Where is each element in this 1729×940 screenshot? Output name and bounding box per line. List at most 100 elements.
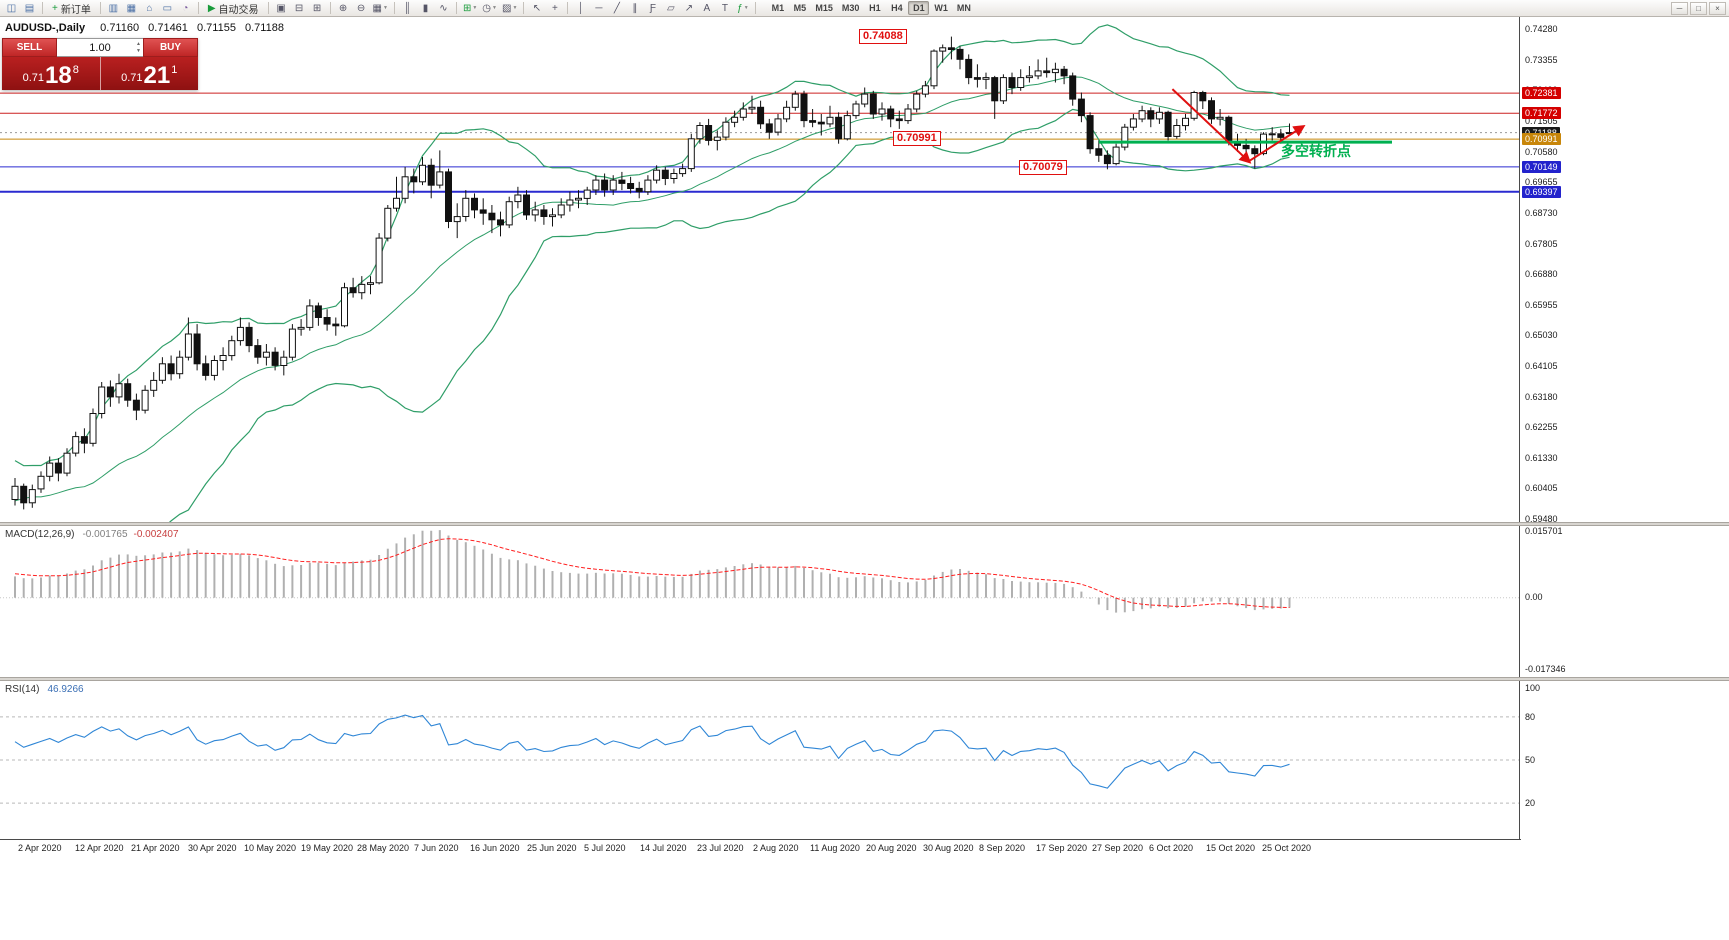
candle <box>774 114 782 136</box>
fibonacci-retracement-icon[interactable]: Ƒ <box>644 1 661 16</box>
volume-down-icon[interactable]: ▼ <box>136 48 141 54</box>
data-window-icon[interactable]: ▦ <box>123 1 140 16</box>
period-icon[interactable]: ◷ ▼ <box>480 1 499 16</box>
chart-minimize-button[interactable]: ─ <box>1671 1 1688 15</box>
timeframe-d1-button[interactable]: D1 <box>908 1 930 15</box>
panel-splitter[interactable] <box>0 677 1729 681</box>
candle <box>158 357 166 384</box>
chart-close-button[interactable]: × <box>1709 1 1726 15</box>
candle <box>219 347 227 371</box>
toolbar-separator <box>42 2 43 14</box>
autotrading-button[interactable]: ▶ 自动交易 <box>203 1 264 16</box>
candle <box>1190 90 1198 121</box>
tile-horizontally-icon[interactable]: ⊟ <box>291 1 308 16</box>
trendline-icon[interactable]: ╱ <box>608 1 625 16</box>
time-axis[interactable]: 2 Apr 2020 12 Apr 2020 21 Apr 2020 30 Apr 2… <box>0 839 1521 855</box>
crosshair-icon[interactable]: + <box>546 1 563 16</box>
price-axis[interactable]: 0.742800.733550.724300.715050.705800.696… <box>1521 17 1601 524</box>
main-chart-svg[interactable] <box>0 17 1520 522</box>
timeframe-m15-button[interactable]: M15 <box>815 3 833 13</box>
timeframe-h1-button[interactable]: H1 <box>869 3 881 13</box>
templates-icon[interactable]: ▨ ▼ <box>500 1 519 16</box>
candle <box>262 344 270 366</box>
timeframe-m1-button[interactable]: M1 <box>771 3 785 13</box>
turning-point-note[interactable]: 多空转折点 <box>1281 143 1351 159</box>
candle <box>367 276 374 295</box>
charts-toolbar-icon[interactable]: ◫ <box>3 1 20 16</box>
panel-splitter[interactable] <box>0 522 1729 526</box>
candle <box>1077 92 1085 123</box>
zoom-out-icon-glyph-icon: ⊖ <box>356 2 366 14</box>
buy-price-button[interactable]: 0.71 21 1 <box>100 57 198 90</box>
trend-arrow[interactable] <box>1171 88 1252 164</box>
text-label-icon[interactable]: T <box>716 1 733 16</box>
zoom-in-icon[interactable]: ⊕ <box>335 1 352 16</box>
arrows-icon[interactable]: ↗ <box>680 1 697 16</box>
navigator-icon[interactable]: ⌂ <box>141 1 158 16</box>
candlestick-chart-icon[interactable]: ▮ <box>417 1 434 16</box>
macd-label: MACD(12,26,9) <box>5 529 75 540</box>
candle <box>878 102 886 121</box>
timeframe-m30-button[interactable]: M30 <box>841 3 860 13</box>
candle <box>193 324 201 371</box>
cascade-windows-icon[interactable]: ▣ <box>273 1 290 16</box>
timeframe-w1-button[interactable]: W1 <box>934 3 948 13</box>
candle <box>1051 62 1059 83</box>
price-annotation-label[interactable]: 0.70079 <box>1019 160 1067 175</box>
sell-price-button[interactable]: 0.71 18 8 <box>2 57 101 90</box>
candle <box>462 190 470 222</box>
cursor-icon[interactable]: ↖ <box>528 1 545 16</box>
candlestick-chart-icon-glyph-icon: ▮ <box>422 2 429 14</box>
chart-grid-icon-glyph-icon: ▦ <box>372 2 382 14</box>
vertical-line-icon[interactable]: │ <box>572 1 589 16</box>
candle <box>89 408 97 447</box>
candle <box>618 171 626 191</box>
price-annotation-label[interactable]: 0.70991 <box>893 131 941 146</box>
candle <box>549 208 556 227</box>
timeframe-h4-button[interactable]: H4 <box>891 3 903 13</box>
time-axis-label: 30 Apr 2020 <box>188 843 237 853</box>
candle <box>72 431 80 457</box>
candle <box>817 114 825 136</box>
candle <box>1060 66 1068 85</box>
price-axis-label: 0.66880 <box>1525 269 1558 279</box>
candle <box>557 198 565 219</box>
new-order-button[interactable]: + 新订单 <box>47 1 96 16</box>
terminal-icon[interactable]: ▭ <box>159 1 176 16</box>
rsi-svg[interactable] <box>0 681 1520 839</box>
indicators-icon[interactable]: ƒ ▼ <box>734 1 751 16</box>
chart-restore-button[interactable]: □ <box>1690 1 1707 15</box>
line-chart-icon[interactable]: ∿ <box>435 1 452 16</box>
equidistant-channel-icon[interactable]: ∥ <box>626 1 643 16</box>
strategy-tester-icon[interactable]: ◔ <box>177 1 194 16</box>
volume-value[interactable]: 1.00 <box>89 41 111 54</box>
timeframe-m5-button[interactable]: M5 <box>793 3 807 13</box>
macd-axis-label: 0.00 <box>1525 592 1543 602</box>
price-axis-tag: 0.70991 <box>1522 133 1561 145</box>
tick-chart-icon[interactable]: ▤ <box>21 1 38 16</box>
bar-chart-icon[interactable]: ║ <box>399 1 416 16</box>
trend-arrow[interactable] <box>1248 124 1306 163</box>
shapes-icon[interactable]: ▱ <box>662 1 679 16</box>
buy-button[interactable]: BUY <box>143 38 198 57</box>
price-annotation-label[interactable]: 0.74088 <box>859 29 907 44</box>
sell-button[interactable]: SELL <box>2 38 57 57</box>
toolbar-separator <box>567 2 569 14</box>
new-chart-icon[interactable]: ⊞ ▼ <box>461 1 479 16</box>
period-icon-glyph-icon: ◷ <box>482 2 492 14</box>
timeframe-mn-button[interactable]: MN <box>956 3 971 13</box>
candle <box>245 322 253 353</box>
tile-vertically-icon[interactable]: ⊞ <box>309 1 326 16</box>
buy-price-pips: 21 <box>143 62 171 89</box>
chart-grid-icon[interactable]: ▦ ▼ <box>371 1 390 16</box>
macd-svg[interactable] <box>0 526 1520 677</box>
volume-stepper[interactable]: ▲ ▼ <box>136 41 141 55</box>
candle <box>1208 97 1215 124</box>
time-axis-label: 16 Jun 2020 <box>470 843 520 853</box>
text-icon[interactable]: A <box>698 1 715 16</box>
volume-up-icon[interactable]: ▲ <box>136 41 141 47</box>
candle <box>514 186 522 209</box>
horizontal-line-icon[interactable]: ─ <box>590 1 607 16</box>
market-watch-icon[interactable]: ▥ <box>105 1 122 16</box>
zoom-out-icon[interactable]: ⊖ <box>353 1 370 16</box>
